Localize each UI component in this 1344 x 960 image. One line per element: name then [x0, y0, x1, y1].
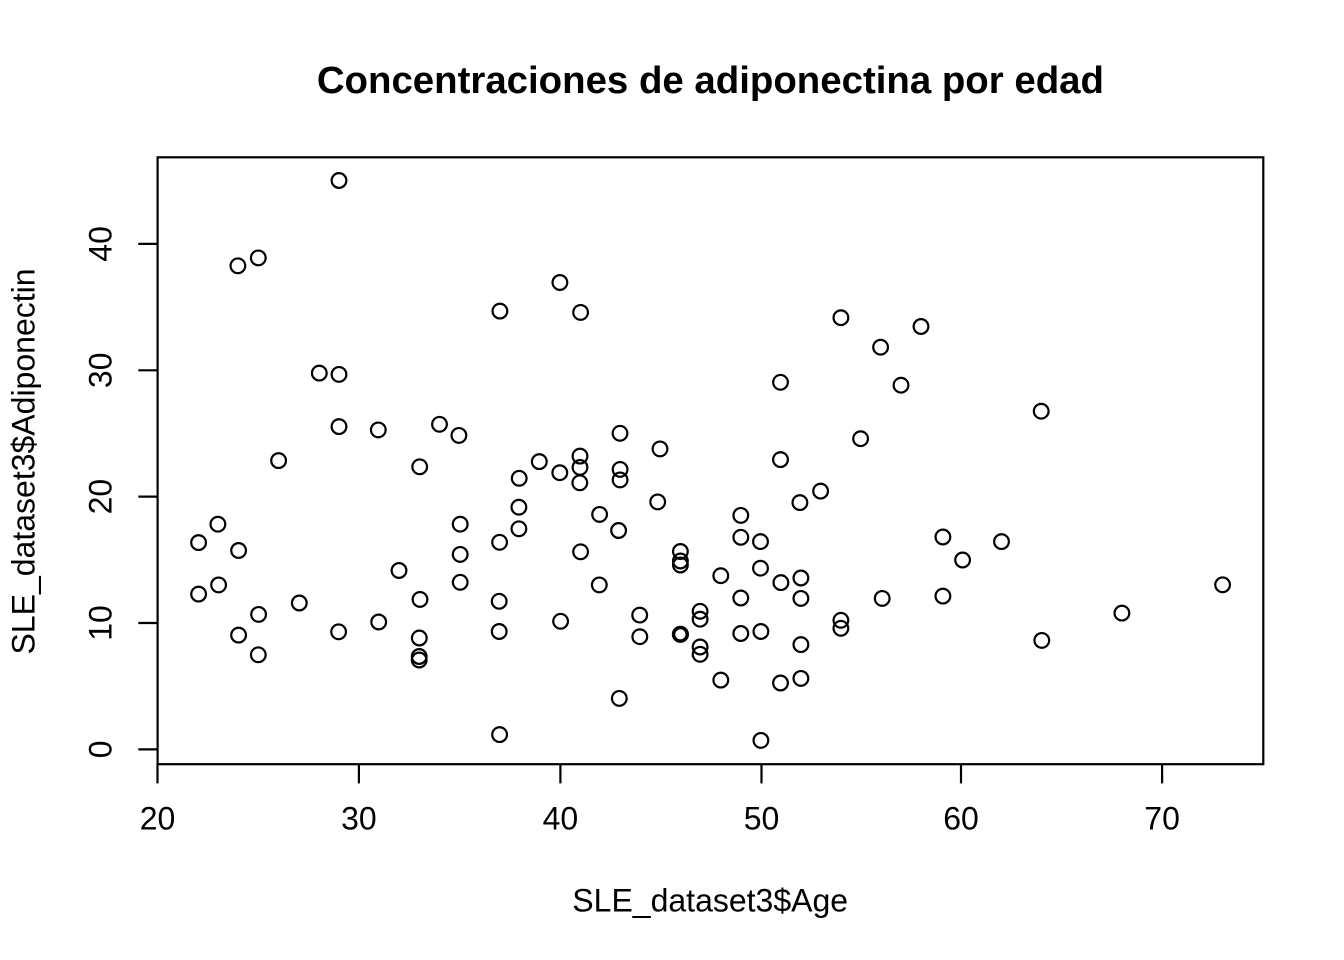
svg-text:60: 60 — [943, 801, 979, 837]
svg-text:30: 30 — [83, 353, 119, 389]
svg-text:40: 40 — [543, 801, 579, 837]
svg-text:10: 10 — [83, 605, 119, 641]
svg-text:40: 40 — [83, 226, 119, 262]
svg-text:20: 20 — [140, 801, 176, 837]
svg-text:50: 50 — [744, 801, 780, 837]
svg-text:30: 30 — [341, 801, 377, 837]
svg-text:SLE_dataset3$Age: SLE_dataset3$Age — [572, 882, 848, 918]
svg-text:SLE_dataset3$Adiponectin: SLE_dataset3$Adiponectin — [6, 268, 42, 654]
svg-text:Concentraciones de adiponectin: Concentraciones de adiponectina por edad — [317, 59, 1104, 102]
svg-text:20: 20 — [83, 479, 119, 515]
svg-text:70: 70 — [1144, 801, 1180, 837]
svg-text:0: 0 — [83, 741, 119, 759]
